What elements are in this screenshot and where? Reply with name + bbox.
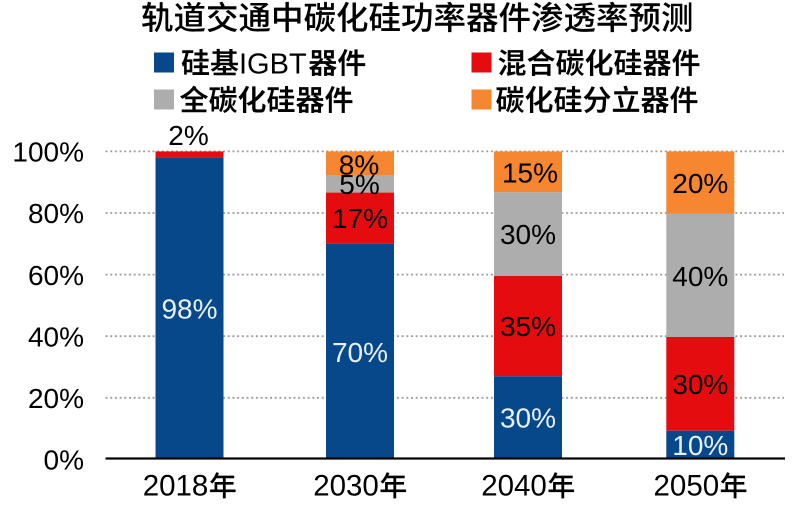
svg-text:100%: 100% bbox=[12, 137, 84, 168]
svg-text:2040: 2040 bbox=[481, 470, 547, 503]
svg-text:2030: 2030 bbox=[313, 470, 379, 503]
svg-text:2050: 2050 bbox=[654, 470, 720, 503]
svg-text:2%: 2% bbox=[168, 120, 208, 151]
svg-text:35%: 35% bbox=[500, 311, 556, 342]
svg-text:20%: 20% bbox=[28, 383, 84, 414]
svg-text:70%: 70% bbox=[332, 337, 388, 368]
svg-text:2018: 2018 bbox=[143, 470, 209, 503]
svg-text:30%: 30% bbox=[672, 369, 728, 400]
svg-text:17%: 17% bbox=[332, 203, 388, 234]
svg-text:30%: 30% bbox=[500, 403, 556, 434]
svg-text:30%: 30% bbox=[500, 219, 556, 250]
svg-text:5%: 5% bbox=[339, 169, 379, 200]
svg-text:20%: 20% bbox=[672, 168, 728, 199]
svg-text:98%: 98% bbox=[161, 294, 217, 325]
svg-text:8%: 8% bbox=[339, 150, 379, 181]
svg-text:IGBT: IGBT bbox=[239, 49, 307, 81]
svg-text:40%: 40% bbox=[28, 321, 84, 352]
svg-text:10%: 10% bbox=[672, 430, 728, 461]
svg-text:40%: 40% bbox=[672, 261, 728, 292]
svg-text:60%: 60% bbox=[28, 260, 84, 291]
svg-text:15%: 15% bbox=[502, 158, 558, 189]
svg-text:0%: 0% bbox=[44, 445, 84, 476]
svg-text:80%: 80% bbox=[28, 198, 84, 229]
